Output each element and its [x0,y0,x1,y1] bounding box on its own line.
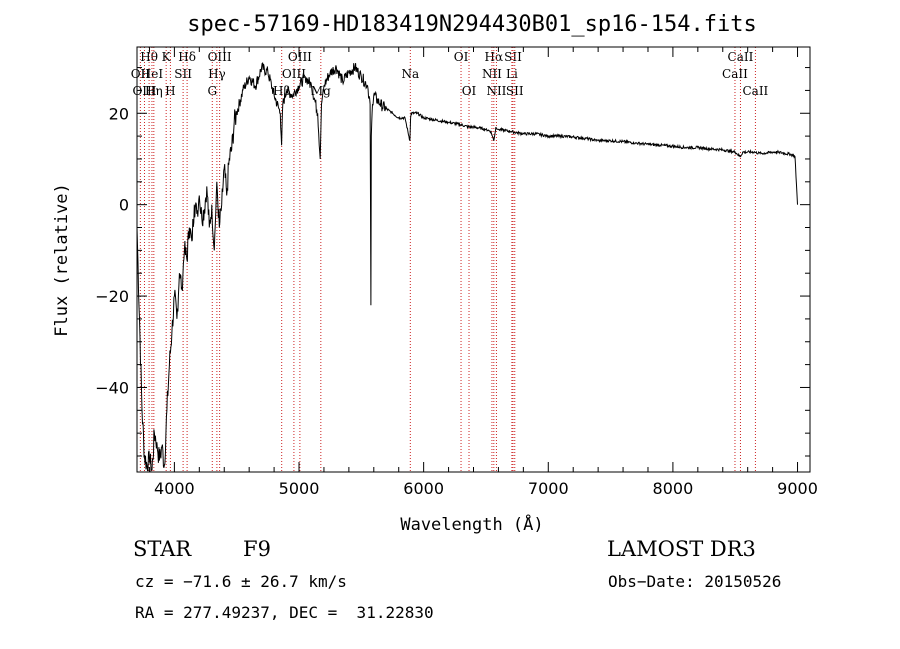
line-label-20: SII [504,50,522,64]
line-label-21: NII [482,67,502,81]
line-label-27: CaII [742,84,768,98]
line-label-15: Mg [311,84,331,98]
x-tick-label-5: 9000 [777,479,818,498]
spectrum-line [136,62,798,473]
line-label-1: K [162,50,172,64]
y-tick-label-2: 0 [119,196,129,215]
plot-frame [136,46,811,473]
line-label-13: OIII [282,67,306,81]
y-tick-label-0: −40 [95,378,129,397]
line-label-11: G [207,84,217,98]
line-label-24: SII [506,84,524,98]
line-label-25: CaII [728,50,754,64]
line-label-26: CaII [722,67,748,81]
x-tick-label-3: 7000 [528,479,569,498]
line-label-8: H [165,84,175,98]
object-subclass: F9 [243,537,271,561]
x-tick-label-4: 8000 [653,479,694,498]
axis-ticks: 4000 5000 6000 7000 8000 9000 −40 −20 0 20 [95,47,818,498]
line-label-17: OI [454,50,469,64]
line-label-10: Hγ [208,67,226,81]
coordinates: RA = 277.49237, DEC = 31.22830 [135,603,434,622]
line-label-4: HeI [141,67,164,81]
y-tick-label-3: 20 [109,104,129,123]
line-label-2: Hδ [178,50,196,64]
line-label-3: OII [131,67,151,81]
object-class: STAR [133,537,192,561]
x-axis-label: Wavelength (Å) [400,513,543,535]
survey-name: LAMOST DR3 [607,537,756,561]
line-label-6: OIII [132,84,156,98]
chart-title: spec-57169-HD183419N294430B01_sp16-154.f… [187,12,757,37]
line-label-19: Hα [485,50,504,64]
line-label-0: Hθ [140,50,158,64]
redshift-info: cz = −71.6 ± 26.7 km/s [135,572,347,591]
line-label-16: Na [401,67,419,81]
y-axis-label: Flux (relative) [52,183,72,337]
line-label-7: Hη [145,84,163,98]
x-tick-label-0: 4000 [154,479,195,498]
line-label-5: SII [174,67,192,81]
line-label-9: OIII [208,50,232,64]
x-tick-label-1: 5000 [279,479,320,498]
y-tick-label-1: −20 [95,287,129,306]
line-label-18: OI [462,84,477,98]
line-label-12: OIII [288,50,312,64]
observation-date: Obs−Date: 20150526 [608,572,782,591]
x-tick-label-2: 6000 [403,479,444,498]
line-label-23: NII [486,84,506,98]
line-label-22: Li [506,67,518,81]
